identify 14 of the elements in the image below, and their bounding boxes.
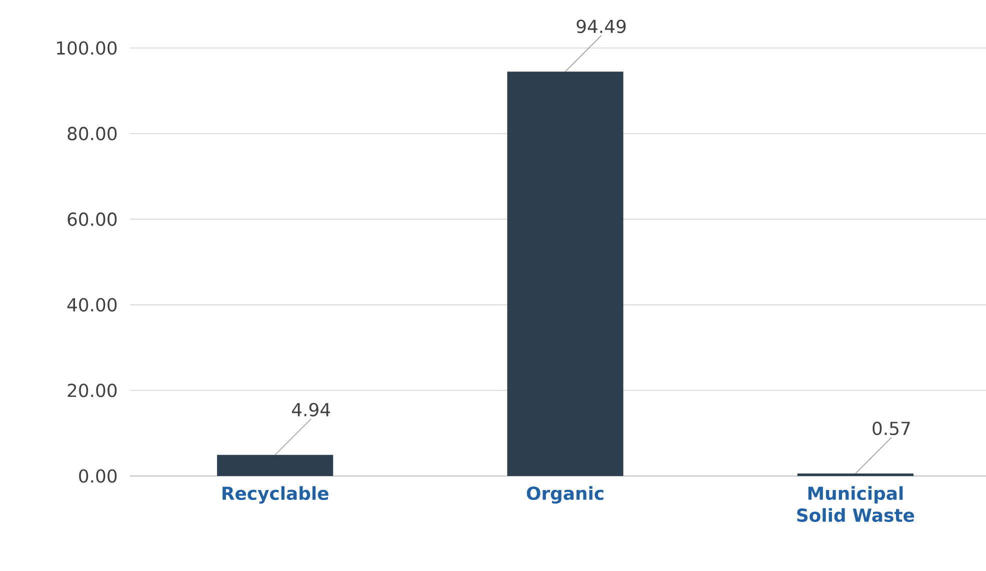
data-label: 0.57: [872, 422, 910, 436]
x-tick-label: Organic: [526, 486, 604, 504]
y-tick-label: 20.00: [68, 384, 117, 398]
bar: [217, 454, 334, 476]
y-tick-label: 40.00: [67, 298, 117, 312]
x-tick-label: Recyclable: [222, 486, 328, 504]
y-tick-label: 0.00: [79, 469, 117, 483]
data-label: 4.94: [292, 402, 330, 416]
y-tick-label: 60.00: [68, 212, 117, 226]
x-tick-label: Municipal Solid Waste: [797, 486, 914, 522]
y-tick-label: 100.00: [57, 41, 117, 55]
data-label: 94.49: [576, 20, 626, 34]
bar: [507, 72, 624, 476]
y-tick-label: 80.00: [68, 126, 117, 140]
